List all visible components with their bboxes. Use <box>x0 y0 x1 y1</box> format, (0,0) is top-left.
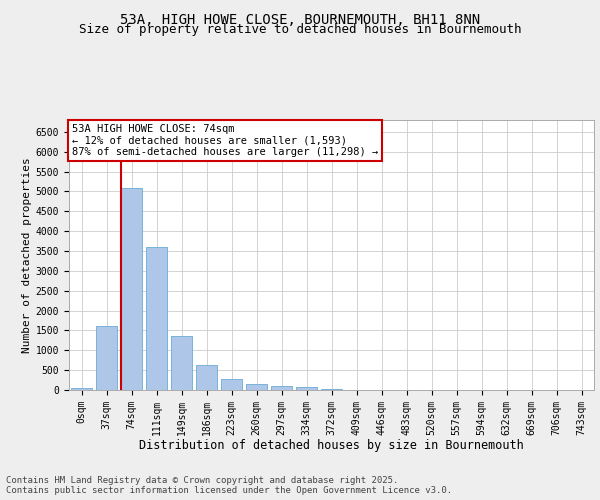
Bar <box>296 387 317 390</box>
X-axis label: Distribution of detached houses by size in Bournemouth: Distribution of detached houses by size … <box>139 439 524 452</box>
Bar <box>246 384 267 390</box>
Text: Contains HM Land Registry data © Crown copyright and database right 2025.
Contai: Contains HM Land Registry data © Crown c… <box>6 476 452 495</box>
Bar <box>171 336 192 390</box>
Bar <box>196 366 217 390</box>
Bar <box>321 389 342 390</box>
Bar <box>271 386 292 390</box>
Bar <box>221 379 242 390</box>
Bar <box>121 188 142 390</box>
Text: 53A, HIGH HOWE CLOSE, BOURNEMOUTH, BH11 8NN: 53A, HIGH HOWE CLOSE, BOURNEMOUTH, BH11 … <box>120 12 480 26</box>
Bar <box>96 326 117 390</box>
Bar <box>146 247 167 390</box>
Text: 53A HIGH HOWE CLOSE: 74sqm
← 12% of detached houses are smaller (1,593)
87% of s: 53A HIGH HOWE CLOSE: 74sqm ← 12% of deta… <box>71 124 378 157</box>
Text: Size of property relative to detached houses in Bournemouth: Size of property relative to detached ho… <box>79 22 521 36</box>
Bar <box>71 388 92 390</box>
Y-axis label: Number of detached properties: Number of detached properties <box>22 157 32 353</box>
